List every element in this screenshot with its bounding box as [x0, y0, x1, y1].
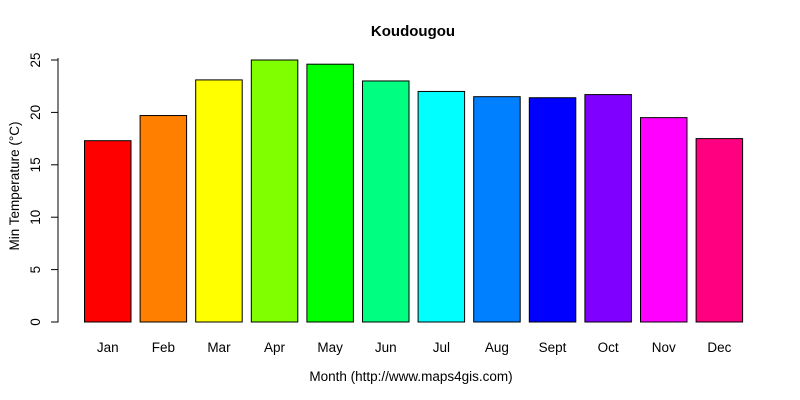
x-label-nov: Nov [652, 340, 676, 355]
y-tick-label: 5 [28, 266, 43, 274]
y-tick-label: 20 [28, 105, 43, 120]
bar-dec [695, 138, 744, 323]
x-label-aug: Aug [485, 340, 509, 355]
y-tick-label: 25 [28, 52, 43, 67]
x-label-apr: Apr [264, 340, 286, 355]
x-label-oct: Oct [598, 340, 619, 355]
x-label-dec: Dec [707, 340, 731, 355]
bar-aug [473, 96, 521, 323]
x-axis-title: Month (http://www.maps4gis.com) [309, 369, 512, 384]
bar-mar [195, 79, 243, 323]
y-tick-label: 15 [28, 157, 43, 172]
bar-apr [250, 59, 299, 323]
bar-jan [84, 140, 132, 323]
bar-may [306, 63, 354, 323]
y-tick-label: 0 [28, 318, 43, 326]
x-label-mar: Mar [207, 340, 231, 355]
x-label-sept: Sept [539, 340, 567, 355]
x-label-jul: Jul [433, 340, 450, 355]
y-tick-label: 10 [28, 210, 43, 225]
x-category-labels: Jan Feb Mar Apr May Jun Jul Aug Sept Oct Nov Dec [97, 340, 732, 355]
y-axis: 0 5 10 15 20 25 [28, 52, 59, 326]
bar-feb [139, 115, 188, 323]
bar-jun [362, 80, 410, 323]
x-label-jan: Jan [97, 340, 119, 355]
x-label-jun: Jun [375, 340, 397, 355]
bar-sept [528, 97, 577, 323]
bar-jul [417, 90, 466, 323]
bars-group [84, 59, 744, 323]
chart-title: Koudougou [371, 23, 455, 40]
x-label-feb: Feb [152, 340, 175, 355]
bar-oct [584, 94, 632, 323]
bar-nov [640, 117, 688, 323]
y-axis-title: Min Temperature (°C) [7, 122, 22, 251]
x-label-may: May [317, 340, 343, 355]
